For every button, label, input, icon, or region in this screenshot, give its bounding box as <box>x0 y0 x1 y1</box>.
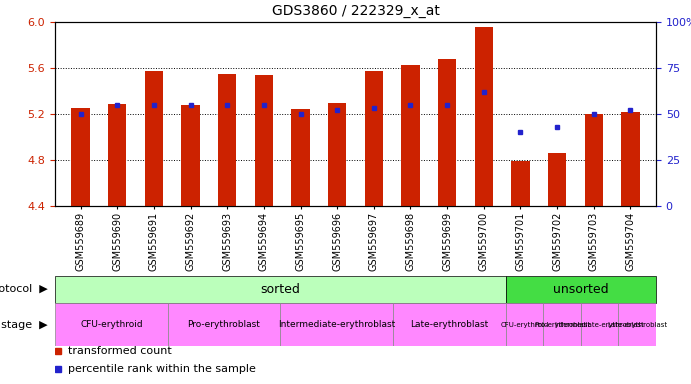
Bar <box>182 105 200 206</box>
Text: Intermediate-erythroblast: Intermediate-erythroblast <box>278 320 395 329</box>
Text: percentile rank within the sample: percentile rank within the sample <box>68 364 256 374</box>
Text: Pro-erythroblast: Pro-erythroblast <box>187 320 261 329</box>
Bar <box>621 112 639 206</box>
Bar <box>71 108 90 206</box>
Bar <box>365 71 383 206</box>
Text: CFU-erythroid: CFU-erythroid <box>80 320 142 329</box>
Text: sorted: sorted <box>261 283 301 296</box>
Text: development stage  ▶: development stage ▶ <box>0 319 48 329</box>
Bar <box>548 153 566 206</box>
Bar <box>393 303 506 346</box>
Bar <box>618 303 656 346</box>
Text: CFU-erythroid: CFU-erythroid <box>500 321 549 328</box>
Bar <box>475 26 493 206</box>
Text: Late-erythroblast: Late-erythroblast <box>410 320 489 329</box>
Bar <box>438 59 456 206</box>
Bar <box>108 104 126 206</box>
Bar <box>506 276 656 303</box>
Bar <box>55 276 506 303</box>
Bar <box>145 71 163 206</box>
Bar <box>292 109 310 206</box>
Bar <box>511 161 529 206</box>
Bar <box>328 103 346 206</box>
Bar <box>55 303 168 346</box>
Bar <box>281 303 393 346</box>
Bar <box>581 303 618 346</box>
Text: transformed count: transformed count <box>68 346 172 356</box>
Bar <box>255 75 273 206</box>
Text: Intermediate-erythroblast: Intermediate-erythroblast <box>555 321 645 328</box>
Bar <box>401 65 419 206</box>
Bar <box>506 303 543 346</box>
Text: Pro-erythroblast: Pro-erythroblast <box>534 321 590 328</box>
Text: protocol  ▶: protocol ▶ <box>0 285 48 295</box>
Text: unsorted: unsorted <box>553 283 609 296</box>
Bar <box>218 74 236 206</box>
Bar <box>168 303 281 346</box>
Bar <box>585 114 603 206</box>
Text: Late-erythroblast: Late-erythroblast <box>607 321 668 328</box>
Bar <box>543 303 581 346</box>
Title: GDS3860 / 222329_x_at: GDS3860 / 222329_x_at <box>272 4 439 18</box>
